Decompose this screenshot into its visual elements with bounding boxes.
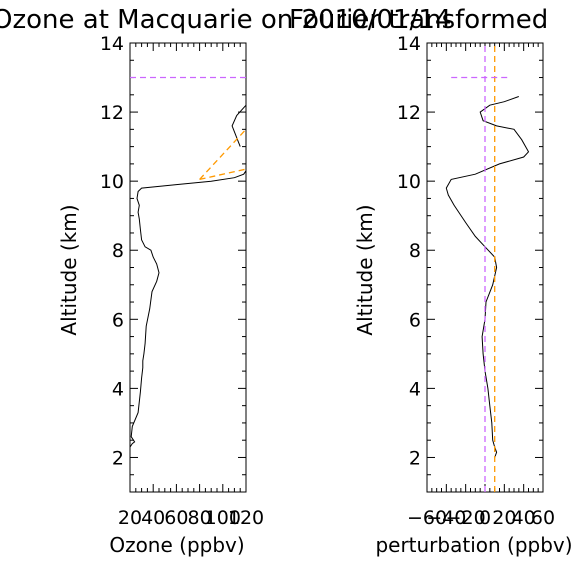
y-axis-label-altitude-right: Altitude (km): [353, 204, 377, 335]
y-tick-label: 2: [112, 447, 124, 469]
y-tick-label: 12: [397, 102, 421, 124]
x-tick-label: 60: [531, 507, 555, 529]
y-tick-label: 10: [397, 171, 421, 193]
y-tick-labels: 2 4 6 8 10 12 14: [397, 33, 421, 469]
y-tick-label: 14: [397, 33, 421, 55]
y-tick-label: 12: [100, 102, 124, 124]
x-axis-label-ozone: Ozone (ppbv): [109, 533, 244, 557]
y-tick-label: 4: [409, 378, 421, 400]
x-axis-label-perturbation: perturbation (ppbv): [375, 533, 572, 557]
series-layer: [130, 78, 246, 448]
x-tick-label: 40: [141, 507, 165, 529]
y-tick-label: 6: [409, 309, 421, 331]
y-axis-label-ozone: Altitude (km): [57, 204, 81, 335]
x-tick-label: 0: [479, 507, 491, 529]
axes: [130, 43, 246, 492]
y-tick-label: 2: [409, 447, 421, 469]
ozone-profile-line: [130, 171, 246, 447]
y-tick-label: 10: [100, 171, 124, 193]
reference-dashed-line: [200, 129, 246, 179]
y-tick-label: 4: [112, 378, 124, 400]
series-layer: [446, 43, 528, 492]
x-tick-label: 120: [228, 507, 264, 529]
y-tick-label: 8: [409, 240, 421, 262]
chart-title-right: Fourier transformed: [289, 5, 548, 35]
plot-frame: [130, 43, 246, 492]
y-tick-label: 8: [112, 240, 124, 262]
y-tick-label: 14: [100, 33, 124, 55]
ozone-profile-line: [446, 97, 528, 458]
y-tick-label: 6: [112, 309, 124, 331]
ozone-profile-line: [232, 105, 246, 146]
y-tick-labels: 2 4 6 8 10 12 14: [100, 33, 124, 469]
reference-dashed-line: [200, 169, 246, 179]
ticks: [130, 43, 246, 492]
x-tick-label: 60: [164, 507, 188, 529]
x-tick-label: 20: [118, 507, 142, 529]
